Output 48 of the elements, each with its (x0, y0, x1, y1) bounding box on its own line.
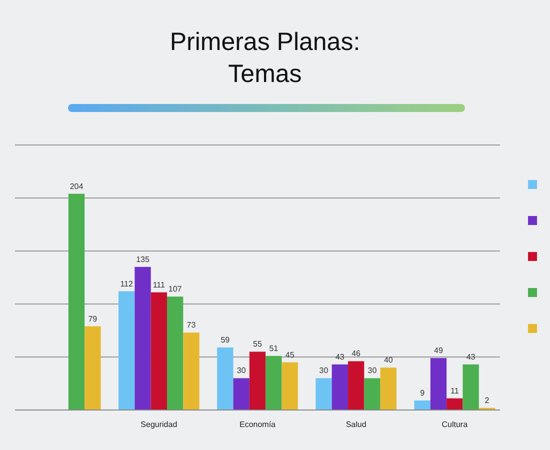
data-label: 79 (88, 314, 98, 324)
data-label: 59 (220, 335, 230, 344)
data-label: 135 (136, 254, 150, 264)
bar (430, 358, 447, 410)
bar (167, 296, 184, 410)
bar (150, 292, 168, 410)
data-label: 40 (384, 356, 394, 365)
data-label: 112 (120, 279, 134, 288)
bar (462, 364, 479, 410)
bar (118, 291, 135, 410)
data-label: 107 (168, 284, 182, 294)
bar (348, 361, 364, 410)
data-label: 43 (335, 352, 345, 362)
x-tick-label: Salud (346, 420, 366, 429)
data-label: 51 (269, 344, 279, 353)
data-label: 2 (484, 396, 490, 405)
data-label: 11 (450, 386, 460, 396)
data-label: 30 (236, 366, 246, 376)
chart-title: Primeras Planas: Temas (170, 28, 360, 88)
data-label: 55 (253, 340, 262, 349)
bar (282, 362, 298, 410)
data-label: 45 (285, 350, 295, 360)
x-tick-label: Cultura (442, 420, 468, 429)
bar (183, 332, 200, 410)
bar (364, 378, 380, 410)
bar (266, 356, 282, 410)
bar (332, 364, 348, 410)
bar (84, 326, 101, 410)
bar (316, 378, 332, 410)
data-label: 43 (466, 352, 476, 362)
data-label: 30 (368, 366, 378, 376)
bar (233, 378, 250, 410)
bar (134, 266, 151, 410)
bar (446, 398, 463, 410)
bar (380, 368, 396, 410)
data-label: 30 (319, 366, 329, 376)
bar (249, 352, 266, 410)
data-label: 49 (434, 346, 444, 356)
x-tick-label: Seguridad (140, 420, 178, 429)
data-label: 9 (420, 388, 426, 398)
bar (68, 194, 85, 410)
x-tick-label: Economía (239, 420, 276, 429)
data-label: 204 (70, 182, 84, 191)
data-label: 111 (152, 280, 166, 290)
data-label: 73 (186, 320, 196, 330)
data-label: 46 (352, 349, 362, 358)
bar (414, 400, 430, 410)
bar (217, 347, 234, 410)
